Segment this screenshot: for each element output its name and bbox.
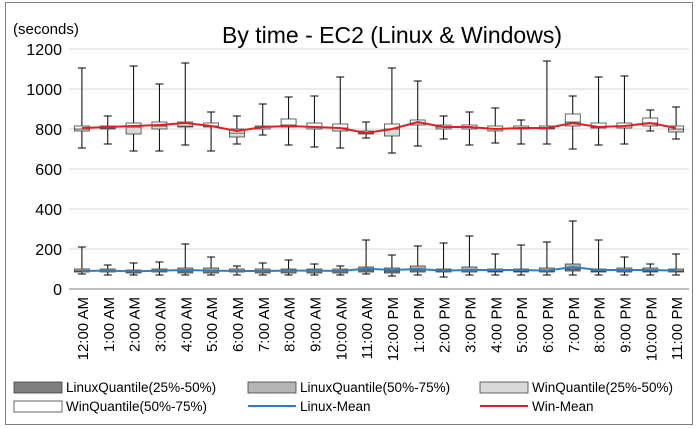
win-box-q1-median <box>125 126 142 135</box>
x-tick-label: 8:00 AM <box>282 297 299 352</box>
x-tick-label: 10:00 AM <box>333 297 350 360</box>
y-tick-label: 0 <box>53 282 62 299</box>
legend-swatch-box <box>13 381 63 394</box>
x-tick-label: 1:00 PM <box>411 297 428 353</box>
x-tick-label: 4:00 PM <box>488 297 505 353</box>
legend-label: WinQuantile(50%-75%) <box>66 399 207 414</box>
x-tick-label: 4:00 AM <box>178 297 195 352</box>
mean-lines <box>81 120 677 273</box>
x-tick-label: 10:00 PM <box>643 297 660 361</box>
y-axis: 0 200 400 600 800 1000 1200 <box>26 42 62 299</box>
x-tick-label: 5:00 AM <box>204 297 221 352</box>
x-tick-label: 2:00 PM <box>437 297 454 353</box>
y-tick-label: 800 <box>35 122 62 139</box>
y-tick-label: 1000 <box>26 82 62 99</box>
x-tick-label: 2:00 AM <box>127 297 144 352</box>
chart-frame: 0 200 400 600 800 1000 1200 12:00 AM 1:00 AM 2:0… <box>5 2 693 425</box>
y-tick-label: 600 <box>35 162 62 179</box>
y-tick-label: 200 <box>35 242 62 259</box>
x-tick-label: 7:00 PM <box>566 297 583 353</box>
gridlines <box>69 48 689 290</box>
legend-swatch-box <box>247 381 297 394</box>
x-tick-label: 11:00 PM <box>669 297 686 360</box>
x-tick-label: 7:00 AM <box>256 297 273 352</box>
y-tick-label: 1200 <box>26 42 62 59</box>
x-tick-label: 6:00 PM <box>540 297 557 353</box>
legend-label: Win-Mean <box>532 399 594 414</box>
win-box-q1-median <box>151 125 168 130</box>
legend: LinuxQuantile(25%-50%) LinuxQuantile(50%-… <box>13 380 673 414</box>
x-tick-label: 5:00 PM <box>514 297 531 353</box>
x-tick-label: 1:00 AM <box>101 297 118 352</box>
legend-swatch-box <box>13 400 63 413</box>
x-tick-label: 6:00 AM <box>230 297 247 352</box>
x-tick-label: 12:00 AM <box>75 297 92 360</box>
win-box-q1-median <box>229 132 245 138</box>
legend-label: WinQuantile(25%-50%) <box>532 380 673 395</box>
x-tick-label: 9:00 AM <box>307 297 324 352</box>
x-tick-label: 3:00 AM <box>152 297 169 352</box>
y-tick-label: 400 <box>35 202 62 219</box>
win-box-median-q3 <box>280 118 297 126</box>
linux-mean-line <box>81 265 677 273</box>
legend-label: Linux-Mean <box>300 399 371 414</box>
win-box-q1-median <box>668 128 684 133</box>
legend-label: LinuxQuantile(25%-50%) <box>66 380 216 395</box>
x-tick-label: 11:00 AM <box>359 297 376 359</box>
y-axis-label: (seconds) <box>13 21 79 38</box>
win-mean-line <box>81 120 677 135</box>
box-plot-chart: 0 200 400 600 800 1000 1200 12:00 AM 1:00 AM 2:0… <box>13 21 689 414</box>
x-axis: 12:00 AM 1:00 AM 2:00 AM 3:00 AM 4:00 AM 5:00… <box>69 288 689 361</box>
x-tick-label: 3:00 PM <box>462 297 479 353</box>
chart-title: By time - EC2 (Linux & Windows) <box>222 22 562 48</box>
x-tick-label: 8:00 PM <box>592 297 609 353</box>
legend-swatch-box <box>479 381 529 394</box>
x-tick-label: 9:00 PM <box>617 297 634 353</box>
x-tick-label: 12:00 PM <box>385 297 402 361</box>
win-box-median-q3 <box>564 113 581 123</box>
legend-label: LinuxQuantile(50%-75%) <box>300 380 450 395</box>
